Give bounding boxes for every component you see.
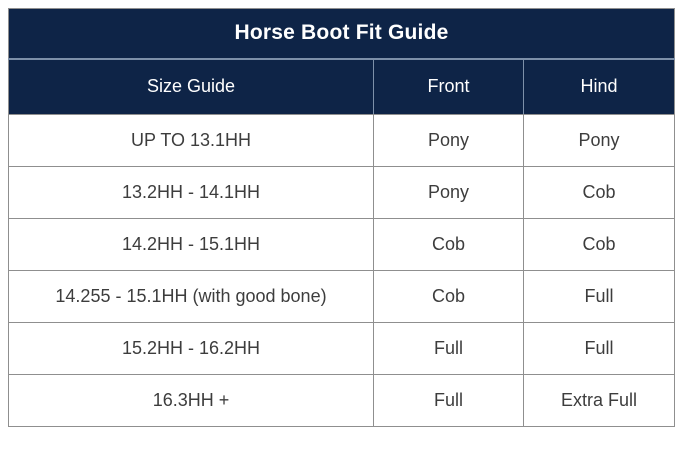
table-row: 14.255 - 15.1HH (with good bone) Cob Ful… (8, 270, 676, 323)
table-row: 14.2HH - 15.1HH Cob Cob (8, 218, 676, 271)
front-size-cell: Pony (373, 166, 524, 219)
hind-size-cell: Cob (522, 218, 676, 271)
hind-size-cell: Extra Full (522, 374, 676, 427)
size-range-cell: 15.2HH - 16.2HH (8, 322, 374, 375)
size-range-cell: 14.2HH - 15.1HH (8, 218, 374, 271)
hind-size-cell: Pony (522, 114, 676, 167)
table-title-row: Horse Boot Fit Guide (7, 8, 676, 60)
size-range-cell: 14.255 - 15.1HH (with good bone) (8, 270, 374, 323)
table-header-row: Size Guide Front Hind (8, 57, 676, 115)
column-header-front: Front (373, 57, 524, 115)
front-size-cell: Full (373, 322, 524, 375)
column-header-hind: Hind (522, 57, 676, 115)
front-size-cell: Cob (373, 270, 524, 323)
front-size-cell: Pony (373, 114, 524, 167)
table-row: 15.2HH - 16.2HH Full Full (8, 322, 676, 375)
hind-size-cell: Full (522, 322, 676, 375)
table-row: 16.3HH + Full Extra Full (8, 374, 676, 427)
table-row: UP TO 13.1HH Pony Pony (8, 114, 676, 167)
hind-size-cell: Cob (522, 166, 676, 219)
table-title: Horse Boot Fit Guide (7, 8, 676, 60)
size-range-cell: 13.2HH - 14.1HH (8, 166, 374, 219)
column-header-size-guide: Size Guide (8, 57, 374, 115)
table-row: 13.2HH - 14.1HH Pony Cob (8, 166, 676, 219)
front-size-cell: Full (373, 374, 524, 427)
size-range-cell: UP TO 13.1HH (8, 114, 374, 167)
size-range-cell: 16.3HH + (8, 374, 374, 427)
front-size-cell: Cob (373, 218, 524, 271)
hind-size-cell: Full (522, 270, 676, 323)
horse-boot-fit-guide-table: Horse Boot Fit Guide Size Guide Front Hi… (7, 8, 676, 427)
